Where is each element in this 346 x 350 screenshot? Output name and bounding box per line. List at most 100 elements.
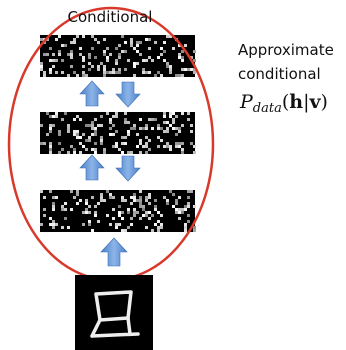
sample-pixel <box>169 190 172 193</box>
sample-pixel <box>91 121 94 124</box>
sample-pixel <box>109 71 112 74</box>
sample-pixel <box>169 115 172 118</box>
sample-pixel <box>178 56 181 59</box>
sample-pixel <box>70 41 73 44</box>
sample-pixel <box>106 59 109 62</box>
sample-pixel <box>100 124 103 127</box>
sample-pixel <box>52 202 55 205</box>
sample-pixel <box>43 74 46 77</box>
sample-pixel <box>49 71 52 74</box>
sample-pixel <box>175 199 178 202</box>
sample-pixel <box>127 121 130 124</box>
arrows <box>80 81 140 266</box>
sample-pixel <box>133 214 136 217</box>
sample-pixel <box>193 145 196 148</box>
sample-pixel <box>109 223 112 226</box>
sample-pixel <box>112 71 115 74</box>
sample-pixel <box>79 136 82 139</box>
sample-pixel <box>43 71 46 74</box>
sample-pixel <box>40 62 43 65</box>
sample-pixel <box>124 112 127 115</box>
sample-pixel <box>124 41 127 44</box>
sample-pixel <box>148 193 151 196</box>
sample-pixel <box>100 115 103 118</box>
sample-pixel <box>166 65 169 68</box>
sample-pixel <box>163 121 166 124</box>
sample-pixel <box>139 41 142 44</box>
sample-pixel <box>151 127 154 130</box>
sample-pixel <box>181 112 184 115</box>
sample-pixel <box>181 148 184 151</box>
sample-pixel <box>91 124 94 127</box>
sample-pixel <box>157 229 160 232</box>
sample-pixel <box>52 208 55 211</box>
sample-pixel <box>157 226 160 229</box>
sample-pixel <box>160 139 163 142</box>
sample-pixel <box>187 220 190 223</box>
sample-pixel <box>76 35 79 38</box>
sample-pixel <box>73 196 76 199</box>
sample-pixel <box>103 68 106 71</box>
formula-symbol: P <box>239 91 254 113</box>
sample-pixel <box>112 133 115 136</box>
sample-pixel <box>163 50 166 53</box>
sample-pixel <box>160 226 163 229</box>
sample-pixel <box>187 112 190 115</box>
sample-pixel <box>157 56 160 59</box>
sample-pixel <box>61 208 64 211</box>
sample-pixel <box>49 217 52 220</box>
sample-pixel <box>49 59 52 62</box>
sample-pixel <box>181 124 184 127</box>
sample-pixel <box>145 142 148 145</box>
sample-pixel <box>139 139 142 142</box>
sample-pixel <box>157 145 160 148</box>
sample-pixel <box>82 74 85 77</box>
sample-pixel <box>118 214 121 217</box>
sample-pixel <box>118 148 121 151</box>
sample-pixel <box>85 139 88 142</box>
sample-pixel <box>136 145 139 148</box>
sample-pixel <box>166 199 169 202</box>
sample-pixel <box>124 229 127 232</box>
sample-pixel <box>43 196 46 199</box>
sample-pixel <box>85 74 88 77</box>
sample-pixel <box>133 47 136 50</box>
sample-pixel <box>97 202 100 205</box>
formula-h: h <box>289 91 303 113</box>
sample-pixel <box>94 142 97 145</box>
sample-pixel <box>49 151 52 154</box>
sample-pixel <box>52 223 55 226</box>
sample-pixel <box>49 124 52 127</box>
sample-pixel <box>133 127 136 130</box>
sample-pixel <box>91 148 94 151</box>
sample-pixel <box>88 124 91 127</box>
sample-pixel <box>130 151 133 154</box>
sample-pixel <box>124 118 127 121</box>
sample-pixel <box>55 71 58 74</box>
sample-pixel <box>157 124 160 127</box>
sample-pixel <box>103 65 106 68</box>
sample-pixel <box>124 199 127 202</box>
sample-pixel <box>154 118 157 121</box>
sample-pixel <box>103 38 106 41</box>
sample-pixel <box>76 133 79 136</box>
sample-pixel <box>181 208 184 211</box>
sample-pixel <box>55 112 58 115</box>
sample-pixel <box>55 38 58 41</box>
sample-pixel <box>172 121 175 124</box>
sample-pixel <box>163 115 166 118</box>
sample-pixel <box>76 190 79 193</box>
sample-pixel <box>160 127 163 130</box>
sample-pixel <box>100 62 103 65</box>
sample-pixel <box>178 208 181 211</box>
sample-pixel <box>109 133 112 136</box>
sample-pixel <box>112 124 115 127</box>
sample-pixel <box>118 56 121 59</box>
sample-pixel <box>49 145 52 148</box>
sample-pixel <box>130 38 133 41</box>
sample-pixel <box>73 151 76 154</box>
sample-pixel <box>127 226 130 229</box>
sample-pixel <box>139 202 142 205</box>
sample-pixel <box>154 74 157 77</box>
sample-pixel <box>148 139 151 142</box>
